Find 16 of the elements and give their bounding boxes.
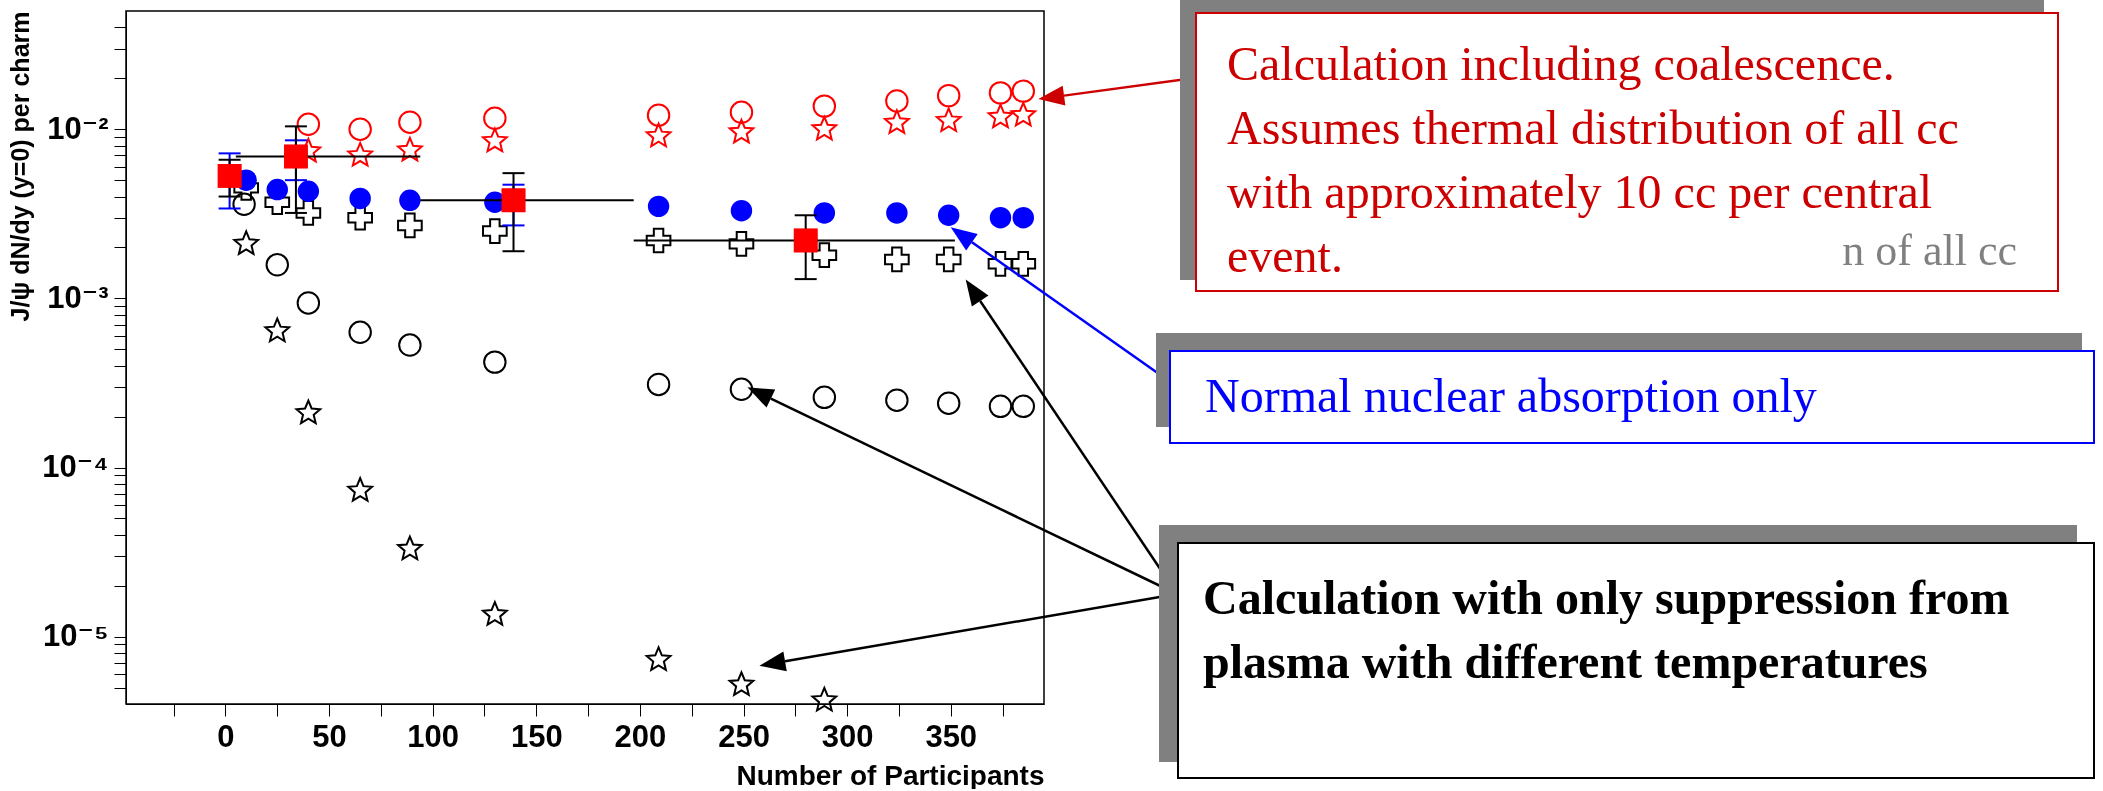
- x-tick-label: 0: [217, 718, 235, 754]
- x-tick-label: 100: [407, 718, 460, 754]
- x-tick-label: 250: [718, 718, 770, 754]
- y-tick-label: 10⁻⁴: [42, 449, 109, 485]
- y-tick-label: 10⁻⁵: [43, 618, 109, 654]
- x-tick-label: 150: [510, 718, 563, 754]
- y-tick-label: 10⁻³: [47, 279, 109, 315]
- x-tick-label: 50: [312, 718, 347, 754]
- y-axis-title: J/ψ dN/dy (y=0) per charm: [6, 11, 35, 322]
- x-tick-label: 350: [925, 718, 978, 754]
- x-tick-label: 200: [614, 718, 667, 754]
- text: Normal nuclear absorption only: [1169, 350, 2095, 444]
- text: n of all cc: [1842, 226, 2017, 276]
- text: Calculation with only suppression from plasma with different temperatures: [1177, 542, 2095, 779]
- x-tick-label: 300: [821, 718, 874, 754]
- y-tick-label: 10⁻²: [47, 110, 109, 146]
